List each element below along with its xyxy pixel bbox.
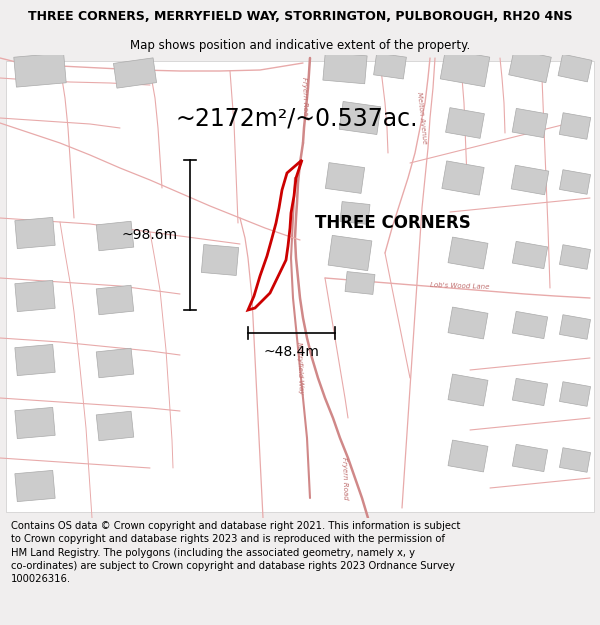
Polygon shape: [559, 382, 590, 406]
Text: THREE CORNERS: THREE CORNERS: [315, 214, 471, 232]
Polygon shape: [96, 348, 134, 378]
Polygon shape: [14, 53, 66, 87]
Polygon shape: [15, 281, 55, 312]
Text: THREE CORNERS, MERRYFIELD WAY, STORRINGTON, PULBOROUGH, RH20 4NS: THREE CORNERS, MERRYFIELD WAY, STORRINGT…: [28, 10, 572, 23]
Polygon shape: [15, 471, 55, 502]
Polygon shape: [113, 58, 157, 88]
Polygon shape: [559, 170, 590, 194]
Polygon shape: [448, 307, 488, 339]
Polygon shape: [440, 49, 490, 87]
Polygon shape: [559, 315, 590, 339]
Text: ~98.6m: ~98.6m: [122, 228, 178, 242]
Polygon shape: [448, 237, 488, 269]
Polygon shape: [512, 378, 548, 406]
Text: ~2172m²/~0.537ac.: ~2172m²/~0.537ac.: [175, 106, 418, 130]
Polygon shape: [448, 440, 488, 472]
Polygon shape: [15, 217, 55, 249]
Polygon shape: [512, 444, 548, 472]
Polygon shape: [340, 202, 370, 224]
Polygon shape: [509, 49, 551, 82]
Text: Map shows position and indicative extent of the property.: Map shows position and indicative extent…: [130, 39, 470, 51]
Polygon shape: [15, 344, 55, 376]
Text: Fryern Road: Fryern Road: [341, 456, 349, 499]
Polygon shape: [558, 54, 592, 82]
Text: Fryern Road: Fryern Road: [301, 76, 309, 119]
Polygon shape: [325, 162, 365, 193]
Text: Melton Avenue: Melton Avenue: [416, 92, 428, 144]
Polygon shape: [345, 272, 375, 294]
Polygon shape: [511, 165, 549, 195]
Polygon shape: [96, 285, 134, 315]
Polygon shape: [339, 101, 381, 134]
Text: ~48.4m: ~48.4m: [263, 345, 319, 359]
Polygon shape: [374, 53, 406, 79]
Text: Merryfield Way: Merryfield Way: [296, 342, 304, 394]
Polygon shape: [559, 245, 590, 269]
Polygon shape: [96, 221, 134, 251]
Polygon shape: [512, 311, 548, 339]
Polygon shape: [446, 107, 484, 138]
Polygon shape: [448, 374, 488, 406]
Polygon shape: [512, 108, 548, 138]
Polygon shape: [202, 244, 239, 276]
Polygon shape: [328, 236, 372, 271]
Polygon shape: [323, 52, 367, 84]
Polygon shape: [559, 112, 590, 139]
Polygon shape: [96, 411, 134, 441]
Polygon shape: [559, 448, 590, 472]
Text: Lob's Wood Lane: Lob's Wood Lane: [430, 282, 490, 290]
Polygon shape: [442, 161, 484, 195]
Text: Contains OS data © Crown copyright and database right 2021. This information is : Contains OS data © Crown copyright and d…: [11, 521, 460, 584]
Polygon shape: [15, 408, 55, 439]
Polygon shape: [512, 241, 548, 269]
